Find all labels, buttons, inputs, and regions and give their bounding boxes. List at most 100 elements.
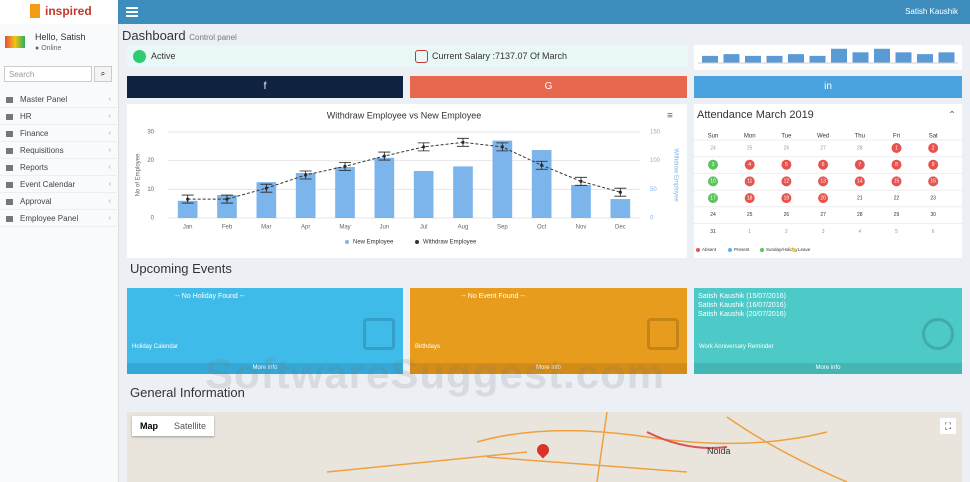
search-input[interactable]: Search (4, 66, 92, 82)
menu-arrow: ‹ (108, 215, 111, 222)
facebook-button[interactable]: f (127, 76, 403, 98)
chart: Withdraw Employee vs New Employee ≡ 0 10 20 3… (127, 104, 687, 258)
menu-item[interactable]: HR ‹ (0, 109, 117, 125)
whisker (496, 142, 509, 152)
menu-arrow: ‹ (108, 96, 111, 103)
menu-arrow: ‹ (108, 147, 111, 154)
attendance-marker (781, 176, 792, 187)
event-box: Satish Kaushik (15/07/2016) Satish Kaushi… (694, 288, 962, 374)
bar (571, 185, 591, 218)
event-line: Satish Kaushik (20/07/2016) (698, 311, 786, 318)
bar (374, 157, 395, 218)
calendar-day: 1 (748, 229, 751, 235)
menu-icon: ≡ (667, 111, 673, 122)
calendar-day: 2 (932, 145, 935, 151)
menu-item[interactable]: Employee Panel ‹ (0, 211, 117, 227)
menu-icon (6, 182, 13, 188)
legend-label: New Employee (353, 240, 394, 246)
user-name[interactable]: Satish Kaushik (905, 7, 958, 16)
menu-icon (6, 131, 13, 137)
menu-item[interactable]: Approval ‹ (0, 194, 117, 210)
calendar-day: 15 (894, 179, 900, 185)
calendar-day: 9 (932, 162, 935, 168)
event-label: Holiday Calendar (132, 344, 179, 350)
mini-bar (874, 48, 890, 63)
event-line: Satish Kaushik (16/07/2016) (698, 302, 786, 309)
calendar-day: 24 (710, 145, 716, 151)
map[interactable]: Map Satellite Noida ⛶ (127, 412, 962, 482)
status-text: Online (41, 45, 62, 52)
attendance-marker (744, 176, 755, 187)
menu-arrow: ‹ (108, 164, 111, 171)
more-info[interactable]: More info (410, 363, 687, 374)
legend-marker (728, 248, 732, 252)
chart-bg (127, 104, 687, 258)
whisker (535, 160, 548, 170)
menu-item[interactable]: Event Calendar ‹ (0, 177, 117, 193)
whisker (417, 142, 430, 152)
attendance-marker (781, 193, 792, 204)
event-label: Work Anniversary Reminder (699, 344, 774, 350)
bar (335, 166, 355, 218)
menu-item[interactable]: Requisitions ‹ (0, 143, 117, 159)
calendar-day: 2 (785, 229, 788, 235)
calendar-day: 31 (710, 229, 716, 235)
event-icon (363, 318, 395, 350)
calendar-day: 14 (857, 179, 863, 185)
x-tick-label: Apr (301, 225, 310, 231)
menu-icon (6, 114, 13, 120)
x-tick-label: Jul (420, 225, 428, 231)
salary-icon (415, 50, 428, 63)
calendar-day: 7 (858, 162, 861, 168)
y2-tick-label: 0 (650, 216, 654, 222)
mini-bar (702, 55, 718, 63)
bar (453, 166, 473, 218)
calendar-day: 3 (822, 229, 825, 235)
linkedin-button[interactable]: in (694, 76, 962, 98)
event-box: -- No Event Found -- Birthdays More info (410, 288, 687, 374)
calendar-day: 29 (894, 212, 900, 218)
calendar-day: 19 (784, 195, 790, 201)
satellite-button[interactable]: Satellite (174, 421, 207, 431)
mini-bar (852, 52, 869, 63)
google-button[interactable]: G (410, 76, 687, 98)
menu-item[interactable]: Master Panel ‹ (0, 92, 117, 108)
bar (177, 200, 198, 218)
more-info[interactable]: More info (127, 363, 403, 374)
y-tick-label: 10 (147, 187, 154, 193)
menu-item[interactable]: Reports ‹ (0, 160, 117, 176)
y-axis-title: No of Employee (136, 153, 142, 196)
search-button[interactable]: ⌕ (94, 66, 112, 82)
more-info[interactable]: More info (694, 363, 962, 374)
menu-icon (6, 199, 13, 205)
menu-icon (6, 97, 13, 103)
calendar-day: 5 (785, 162, 788, 168)
mini-bar (745, 55, 761, 63)
whisker (614, 187, 627, 197)
road (326, 412, 848, 482)
calendar-day: 3 (712, 162, 715, 168)
fullscreen-button[interactable]: ⛶ (940, 418, 956, 434)
legend-marker (415, 240, 419, 244)
road (646, 431, 728, 449)
calendar-day: 21 (857, 195, 863, 201)
logo-area: inspired (0, 0, 118, 24)
brand: inspired (45, 4, 92, 18)
map-button[interactable]: Map (140, 421, 158, 431)
y-tick-label: 0 (151, 216, 155, 222)
legend-label: Leave (798, 247, 811, 252)
y-tick-label: 20 (147, 158, 154, 164)
attendance-marker (744, 193, 755, 204)
menu-arrow: ‹ (108, 181, 111, 188)
attendance-marker (891, 176, 902, 187)
bar (413, 170, 434, 218)
calendar-day: 18 (747, 195, 753, 201)
event-icon (647, 318, 679, 350)
menu-item[interactable]: Finance ‹ (0, 126, 117, 142)
weekday-label: Mon (744, 134, 756, 140)
avatar (5, 36, 25, 48)
x-tick-label: Sep (497, 225, 508, 231)
menu-arrow: ‹ (108, 113, 111, 120)
menu-toggle[interactable] (126, 7, 138, 17)
